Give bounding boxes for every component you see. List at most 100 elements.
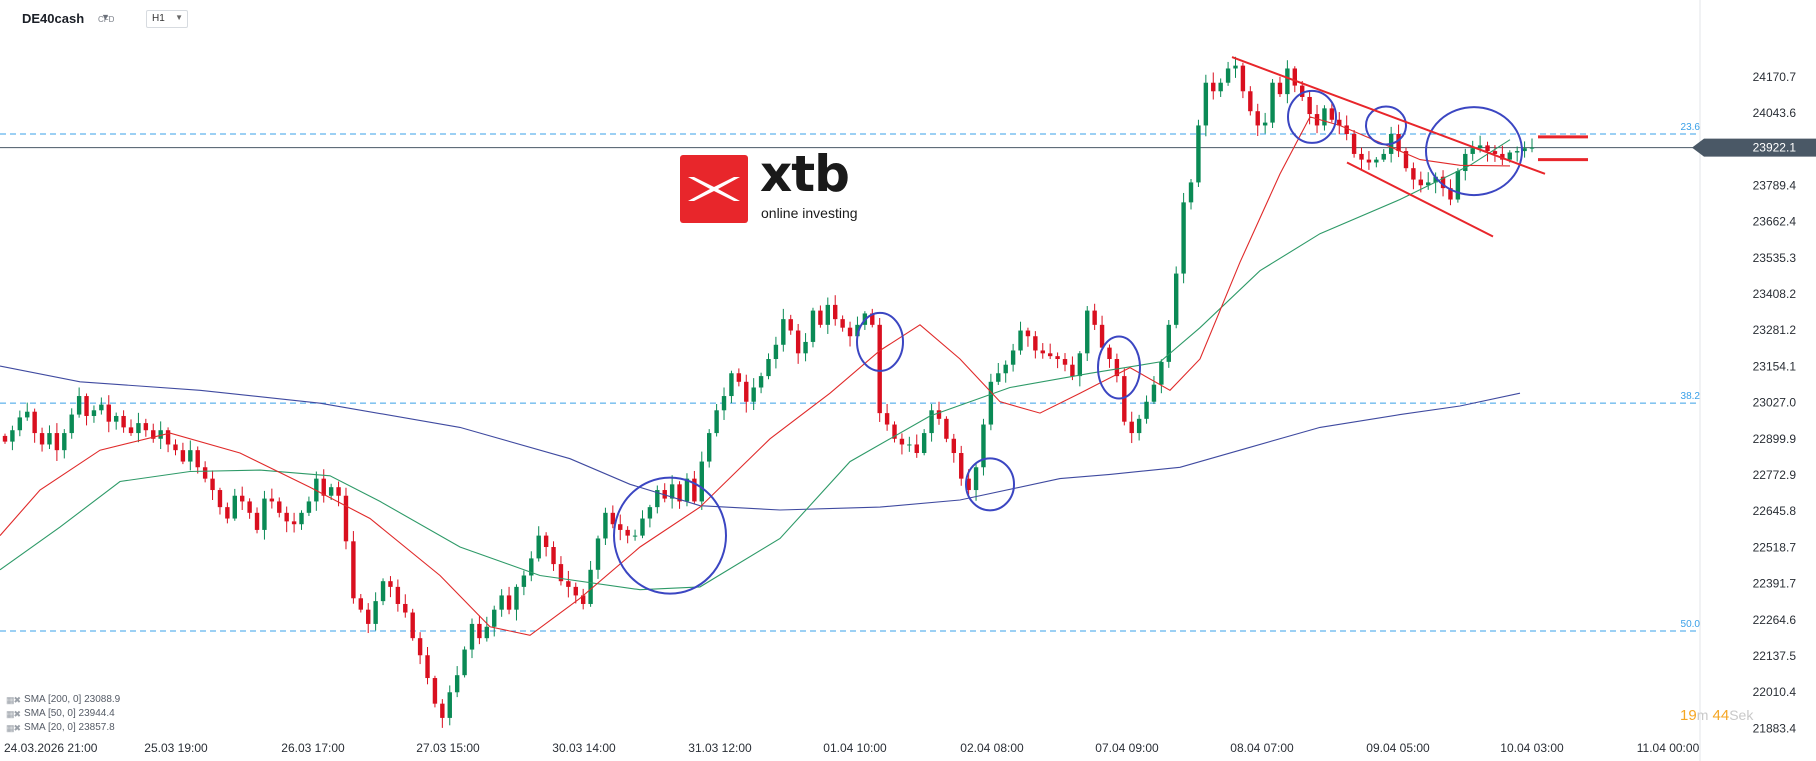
candle-body <box>603 512 608 539</box>
candle-body <box>677 484 682 502</box>
candle-body <box>1136 418 1142 434</box>
candle-body <box>1225 68 1231 83</box>
candle-body <box>1514 151 1520 153</box>
candle-body <box>825 304 831 325</box>
candle-body <box>884 413 890 425</box>
candle-body <box>1188 182 1194 203</box>
candle-body <box>1418 179 1424 186</box>
sma200-line <box>0 365 1521 511</box>
x-tick-label: 25.03 19:00 <box>144 741 208 755</box>
y-tick-label: 22137.5 <box>1753 649 1797 663</box>
candle-body <box>202 467 208 479</box>
y-tick-label: 22645.8 <box>1753 504 1797 518</box>
candle-body <box>625 529 630 536</box>
candle-body <box>840 319 845 328</box>
xtb-logo-mark <box>680 155 748 223</box>
candle-body <box>462 649 467 676</box>
candle-body <box>1351 133 1357 154</box>
candle-body <box>1107 347 1112 360</box>
candle-body <box>91 410 97 416</box>
candle-body <box>692 478 697 502</box>
candle-body <box>1114 359 1120 377</box>
candle-body <box>240 495 245 502</box>
candle-body <box>180 450 186 462</box>
candle-body <box>1292 68 1297 86</box>
x-tick-label: 07.04 09:00 <box>1095 741 1159 755</box>
xtb-x-icon <box>688 177 740 201</box>
y-tick-label: 24043.6 <box>1753 106 1797 120</box>
xtb-wordmark: xtb <box>760 145 850 203</box>
symbol-type-badge: CFD <box>98 15 115 24</box>
legend-controls-icon[interactable]: ▦✖ <box>6 723 21 733</box>
candle-body <box>1455 171 1461 200</box>
legend-item-sma200[interactable]: ▦✖ SMA [200, 0] 23088.9 <box>6 693 120 707</box>
legend-item-sma20[interactable]: ▦✖ SMA [20, 0] 23857.8 <box>6 721 120 735</box>
candle-body <box>1522 148 1527 152</box>
candle-body <box>632 535 638 537</box>
candle-body <box>1248 91 1253 112</box>
candle-body <box>595 538 601 570</box>
candle-body <box>1240 65 1246 92</box>
candle-body <box>165 430 171 445</box>
candle-body <box>1070 364 1075 377</box>
candle-body <box>1485 145 1490 152</box>
candle-body <box>366 609 371 624</box>
candle-body <box>328 487 334 496</box>
candle-body <box>262 498 267 530</box>
symbol-name[interactable]: DE40cash <box>22 11 85 26</box>
annotation-circle <box>1365 105 1407 146</box>
candle-body <box>225 507 230 519</box>
countdown-minutes: 19 <box>1680 707 1697 724</box>
candle-body <box>1203 82 1209 126</box>
candle-body <box>736 373 742 382</box>
annotation-circle <box>1097 335 1141 400</box>
candle-body <box>351 541 356 599</box>
candle-body <box>380 581 386 602</box>
x-tick-label: 30.03 14:00 <box>552 741 616 755</box>
candle-body <box>699 461 704 502</box>
candle-body <box>1300 85 1305 97</box>
candle-body <box>907 444 912 446</box>
candle-body <box>1166 324 1171 362</box>
candle-body <box>1218 82 1223 92</box>
candle-body <box>84 396 89 416</box>
legend-item-sma50[interactable]: ▦✖ SMA [50, 0] 23944.4 <box>6 707 120 721</box>
candle-body <box>1366 159 1372 163</box>
legend-controls-icon[interactable]: ▦✖ <box>6 695 21 705</box>
legend-controls-icon[interactable]: ▦✖ <box>6 709 21 719</box>
candle-body <box>2 435 8 442</box>
x-tick-label: 27.03 15:00 <box>416 741 480 755</box>
candle-body <box>1010 350 1016 365</box>
candle-body <box>684 478 690 502</box>
timeframe-select[interactable]: H1 ▼ <box>146 10 188 28</box>
candle-body <box>306 501 312 513</box>
candle-body <box>99 404 104 411</box>
candle-body <box>173 444 178 451</box>
x-tick-label: 10.04 03:00 <box>1500 741 1564 755</box>
trend-line-upper <box>1231 56 1546 175</box>
candle-body <box>758 376 764 388</box>
candle-body <box>944 418 949 439</box>
y-tick-label: 23535.3 <box>1753 251 1797 265</box>
candle-body <box>721 396 727 411</box>
candle-body <box>580 595 586 604</box>
symbol-dropdown-icon[interactable]: ▼ <box>101 12 110 22</box>
candle-body <box>232 495 237 519</box>
candle-body <box>195 450 200 468</box>
candle-body <box>1470 148 1475 154</box>
y-tick-label: 23281.2 <box>1753 323 1797 337</box>
candle-body <box>1477 145 1483 149</box>
candle-body <box>299 512 304 525</box>
candle-body <box>492 609 497 627</box>
chart-toolbar: DE40cash CFD ▼ H1 ▼ <box>0 0 1720 38</box>
fib-level-label: 23.6 <box>1681 122 1701 133</box>
candle-body <box>395 586 401 604</box>
candle-body <box>951 438 957 454</box>
y-tick-label: 22010.4 <box>1753 685 1797 699</box>
candle-body <box>143 423 149 431</box>
candle-body <box>1181 202 1186 274</box>
candle-body <box>1062 359 1068 365</box>
sma-legend: ▦✖ SMA [200, 0] 23088.9 ▦✖ SMA [50, 0] 2… <box>6 693 120 735</box>
x-tick-label: 24.03.2026 21:00 <box>4 741 98 755</box>
